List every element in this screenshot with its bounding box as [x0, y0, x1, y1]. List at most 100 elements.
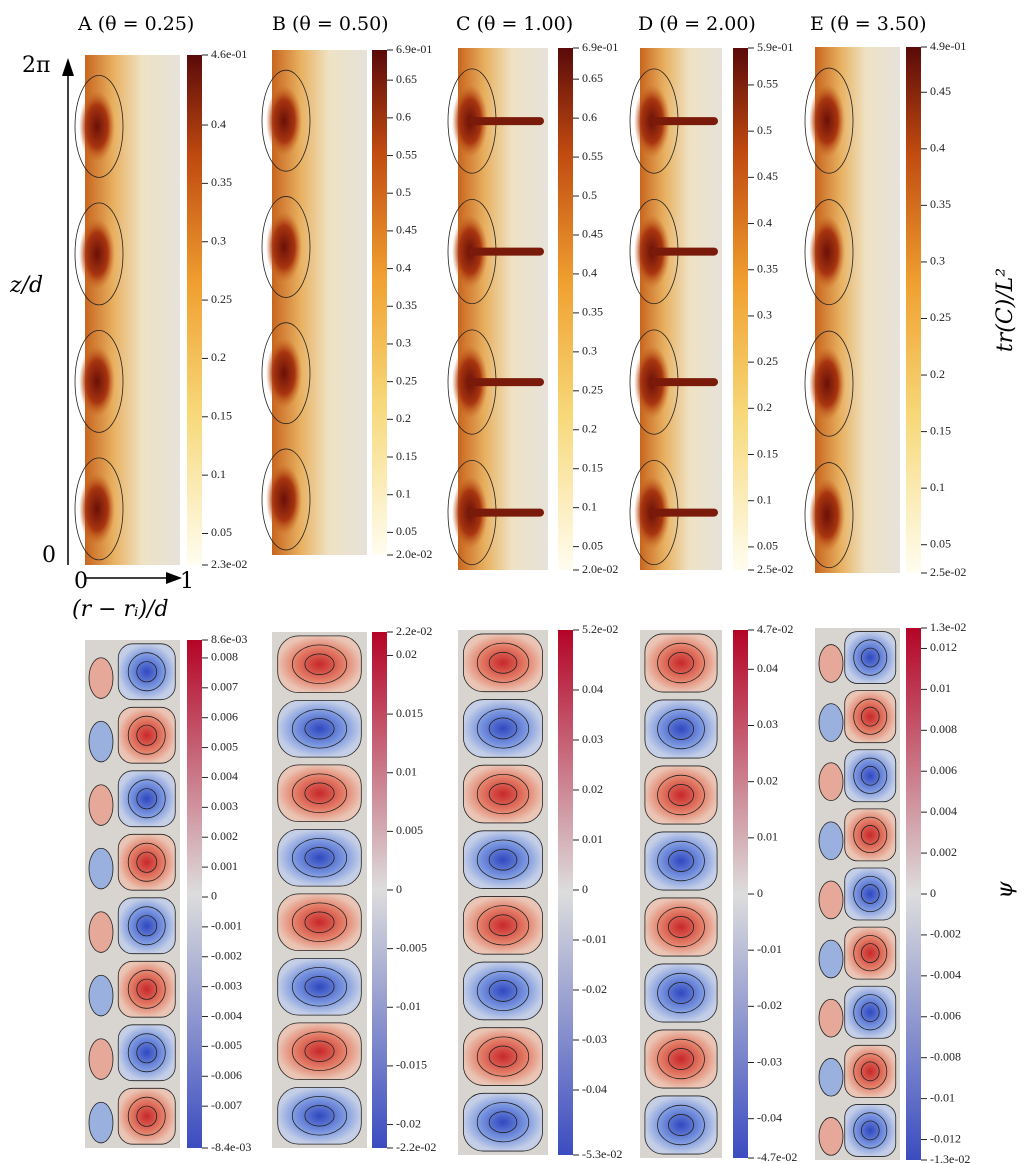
side-vortex — [88, 911, 114, 953]
colorbar-tick-label: 2.5e-02 — [757, 562, 793, 576]
side-vortex — [88, 1101, 114, 1144]
contour — [304, 782, 335, 804]
contour — [853, 1053, 888, 1090]
contour — [304, 1040, 335, 1062]
colorbar-tick-label: 0.15 — [757, 446, 778, 460]
contour — [261, 196, 311, 298]
vortex — [117, 897, 176, 955]
colorbar-tick-label: 0.005 — [211, 739, 238, 753]
colorbar-tick-label: -0.02 — [757, 998, 782, 1012]
colorbar-tick-label: 2.0e-02 — [582, 562, 618, 576]
hot-spot — [809, 215, 845, 289]
colorbar-tick-label: 0.55 — [757, 77, 778, 91]
colorbar-tick-label: 0.2 — [396, 411, 411, 425]
side-vortex — [88, 784, 114, 826]
side-vortex — [88, 847, 114, 890]
hot-spot — [79, 218, 115, 290]
arrowhead — [166, 572, 182, 584]
colorbar-tick-label: -0.004 — [930, 968, 961, 982]
colorbar-tick-label: -0.007 — [211, 1098, 242, 1112]
contour — [291, 902, 348, 943]
colorbar-tick-label: 0.03 — [757, 717, 778, 731]
colorbar-tick-label: 0 — [211, 889, 217, 903]
colorbar-tick-label: 2.5e-02 — [930, 565, 966, 579]
contour — [127, 652, 166, 692]
colorbar-tick-label: 0.5 — [757, 123, 772, 137]
panel-title: C (θ = 1.00) — [456, 13, 573, 35]
contour — [853, 934, 888, 972]
contour — [304, 653, 335, 675]
colorbar-tick-label: -5.3e-02 — [582, 1147, 622, 1161]
colorbar-tick-label: 0.008 — [211, 650, 238, 664]
bottom-colorbar-label: ψ — [993, 881, 1018, 899]
colorbar-tick-label: 5.2e-02 — [582, 622, 618, 636]
colorbar-tick-label: -0.04 — [582, 1082, 607, 1096]
colorbar-tick-label: -0.004 — [211, 1008, 242, 1022]
colorbar-tick-label: 0.1 — [211, 467, 226, 481]
colorbar-tick-label: 0.002 — [930, 845, 957, 859]
colorbar-tick-label: 0.4 — [757, 215, 772, 229]
contour — [488, 914, 518, 937]
colorbar-tick-label: 2.2e-02 — [396, 624, 432, 638]
contour — [488, 1111, 518, 1134]
hot-spot — [266, 464, 302, 535]
vortex — [844, 1044, 897, 1098]
panel-title: B (θ = 0.50) — [272, 13, 389, 35]
hot-spot — [266, 337, 302, 409]
colorbar-tick-label: -0.01 — [582, 932, 607, 946]
colorbar-tick-label: 0.1 — [396, 486, 411, 500]
colorbar-tick-label: -0.006 — [930, 1009, 961, 1023]
vortex — [462, 961, 543, 1021]
plume — [650, 508, 718, 517]
contour — [488, 848, 518, 871]
colorbar-tick-label: 0.05 — [211, 525, 232, 539]
contour — [860, 1002, 880, 1023]
contour — [127, 779, 166, 819]
colorbar-tick-label: -0.01 — [757, 942, 782, 956]
vortex — [117, 706, 176, 764]
vortex — [117, 833, 176, 891]
contour — [136, 1105, 158, 1127]
colorbar-tick-label: -0.002 — [211, 949, 242, 963]
side-vortex — [88, 720, 114, 763]
contour — [127, 969, 166, 1009]
hot-spot — [266, 85, 302, 157]
plume — [468, 378, 544, 387]
side-vortex — [818, 703, 844, 742]
contour — [127, 715, 166, 755]
vortex — [277, 957, 362, 1016]
contour — [667, 1114, 695, 1136]
colorbar-tick-label: -0.006 — [211, 1068, 242, 1082]
colorbar-tick-label: -2.2e-02 — [396, 1140, 436, 1154]
colorbar-tick-label: -0.02 — [582, 982, 607, 996]
contour — [291, 1096, 348, 1136]
contour — [476, 708, 530, 749]
panel-title: A (θ = 0.25) — [77, 13, 194, 35]
colorbar-tick-label: 0 — [930, 886, 936, 900]
colorbar-tick-label: 2.3e-02 — [211, 557, 247, 571]
colorbar-tick-label: 0.35 — [211, 175, 232, 189]
colorbar — [187, 640, 202, 1148]
vortex — [277, 764, 362, 823]
contour — [291, 644, 348, 685]
contour — [667, 784, 695, 806]
contour — [657, 840, 705, 882]
colorbar-tick-label: 0.006 — [211, 709, 238, 723]
contour — [476, 642, 530, 683]
panel-title: D (θ = 2.00) — [638, 13, 756, 35]
arrowhead — [62, 58, 74, 76]
contour — [667, 916, 695, 938]
contour — [657, 1038, 705, 1080]
colorbar-tick-label: 6.9e-01 — [396, 42, 432, 56]
contour — [667, 982, 695, 1004]
side-vortex — [818, 644, 844, 683]
hot-spot — [266, 211, 302, 283]
contour — [304, 718, 335, 740]
colorbar-tick-label: 0.01 — [757, 830, 778, 844]
colorbar-tick-label: 0 — [396, 882, 402, 896]
colorbar-tick-label: -0.04 — [757, 1110, 782, 1124]
contour — [853, 816, 888, 854]
side-vortex — [88, 974, 114, 1017]
vortex — [644, 765, 718, 825]
colorbar-tick-label: 0.4 — [211, 117, 226, 131]
